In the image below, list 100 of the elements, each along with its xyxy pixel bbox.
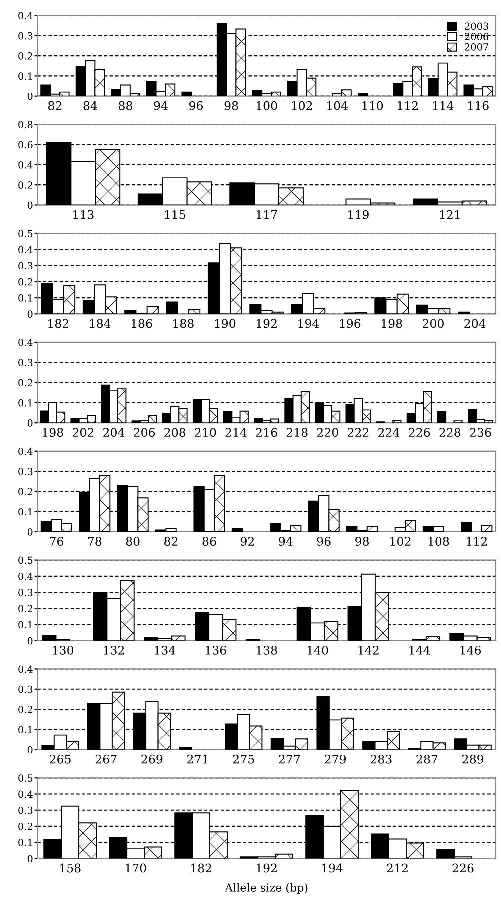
bar bbox=[358, 93, 368, 96]
bar bbox=[437, 412, 447, 424]
bar bbox=[461, 522, 472, 532]
y-tick-label: 0.4 bbox=[18, 790, 33, 798]
y-tick-label: 0 bbox=[28, 528, 33, 536]
x-tick-label: 110 bbox=[362, 101, 384, 110]
y-tick-label: 0.3 bbox=[18, 32, 33, 40]
x-tick-label: 108 bbox=[428, 537, 450, 546]
x-tick-label: 98 bbox=[224, 101, 238, 110]
x-tick-label: 269 bbox=[142, 754, 163, 764]
bar bbox=[392, 420, 402, 424]
y-tick-label: 0.1 bbox=[18, 294, 32, 302]
x-tick-label: 78 bbox=[88, 537, 102, 546]
y-tick-label: 0.3 bbox=[18, 262, 33, 270]
x-tick-label: 198 bbox=[43, 428, 64, 438]
x-tick-label: 204 bbox=[464, 319, 486, 328]
y-tick-label: 0 bbox=[28, 746, 33, 754]
x-tick-label: 279 bbox=[325, 754, 346, 764]
y-tick-label: 0.2 bbox=[18, 488, 32, 496]
x-tick-label: 82 bbox=[48, 101, 62, 110]
x-tick-label: 94 bbox=[279, 537, 293, 546]
legend-label: 2003 bbox=[465, 22, 488, 30]
x-tick-label: 114 bbox=[433, 101, 454, 110]
x-tick-label: 186 bbox=[132, 319, 152, 328]
x-tick-label: 132 bbox=[104, 646, 124, 655]
x-tick-label: 210 bbox=[195, 428, 216, 438]
x-tick-label: 140 bbox=[308, 646, 328, 655]
y-tick-label: 0.6 bbox=[18, 141, 33, 149]
x-tick-label: 216 bbox=[256, 428, 278, 438]
y-tick-label: 0.1 bbox=[18, 839, 32, 846]
x-tick-label: 224 bbox=[378, 428, 400, 437]
x-tick-label: 130 bbox=[53, 646, 74, 655]
x-tick-label: 80 bbox=[126, 537, 140, 546]
x-tick-label: 136 bbox=[206, 646, 226, 655]
y-tick-label: 0.2 bbox=[18, 52, 32, 60]
y-tick-label: 0 bbox=[28, 420, 33, 427]
x-tick-label: 289 bbox=[462, 754, 484, 764]
y-tick-label: 0.1 bbox=[18, 399, 32, 407]
x-tick-label: 236 bbox=[470, 428, 492, 438]
y-tick-label: 0.2 bbox=[18, 706, 32, 714]
x-tick-label: 208 bbox=[164, 428, 186, 438]
x-tick-label: 115 bbox=[165, 210, 186, 220]
x-tick-label: 204 bbox=[104, 428, 125, 438]
x-tick-label: 194 bbox=[298, 319, 320, 328]
y-tick-label: 0.4 bbox=[18, 666, 33, 674]
x-tick-label: 142 bbox=[358, 646, 379, 655]
y-tick-label: 0.1 bbox=[18, 72, 32, 80]
y-tick-label: 0 bbox=[28, 202, 33, 210]
x-tick-label: 192 bbox=[256, 319, 277, 328]
x-tick-label: 222 bbox=[348, 428, 369, 437]
x-tick-label: 192 bbox=[256, 864, 277, 873]
x-tick-label: 121 bbox=[440, 210, 460, 220]
x-tick-label: 265 bbox=[50, 754, 71, 764]
x-tick-label: 117 bbox=[256, 210, 278, 220]
bar bbox=[454, 420, 463, 424]
y-tick-label: 0.2 bbox=[18, 278, 32, 286]
y-tick-label: 0.3 bbox=[18, 806, 33, 814]
y-tick-label: 0.2 bbox=[18, 379, 32, 387]
x-tick-label: 113 bbox=[74, 210, 94, 220]
bar bbox=[166, 302, 178, 314]
x-tick-label: 271 bbox=[188, 754, 208, 764]
x-tick-label: 116 bbox=[468, 101, 489, 110]
x-tick-label: 184 bbox=[90, 319, 111, 328]
y-tick-label: 0.4 bbox=[18, 246, 33, 254]
y-tick-label: 0 bbox=[28, 310, 33, 318]
y-tick-label: 0 bbox=[28, 637, 33, 645]
x-tick-label: 226 bbox=[409, 428, 430, 438]
x-tick-label: 283 bbox=[370, 754, 392, 764]
y-tick-label: 0 bbox=[28, 92, 33, 100]
y-tick-label: 0.1 bbox=[18, 621, 32, 629]
y-tick-label: 0.5 bbox=[18, 556, 33, 564]
x-tick-label: 88 bbox=[119, 101, 132, 110]
x-tick-label: 92 bbox=[240, 537, 254, 546]
x-tick-label: 226 bbox=[452, 864, 474, 873]
y-tick-label: 0.3 bbox=[18, 359, 33, 366]
y-tick-label: 0.1 bbox=[18, 508, 32, 516]
x-tick-label: 86 bbox=[202, 537, 216, 546]
x-tick-label: 198 bbox=[382, 319, 402, 328]
y-tick-label: 0.2 bbox=[18, 605, 32, 612]
x-tick-label: 138 bbox=[256, 646, 278, 655]
y-tick-label: 0.4 bbox=[18, 338, 33, 346]
x-tick-label: 96 bbox=[317, 537, 331, 546]
x-tick-label: 202 bbox=[72, 428, 94, 438]
x-tick-label: 275 bbox=[233, 754, 254, 764]
x-tick-label: 200 bbox=[423, 319, 444, 328]
bar bbox=[182, 92, 192, 96]
y-tick-label: 0.5 bbox=[18, 774, 33, 782]
x-tick-label: 220 bbox=[317, 428, 338, 438]
y-tick-label: 0.8 bbox=[18, 121, 33, 128]
x-tick-label: 194 bbox=[322, 864, 343, 873]
x-tick-label: 98 bbox=[356, 537, 369, 546]
x-tick-label: 96 bbox=[189, 101, 204, 110]
x-tick-label: 102 bbox=[292, 101, 312, 110]
y-tick-label: 0.4 bbox=[18, 572, 33, 580]
x-tick-label: 287 bbox=[416, 754, 438, 764]
x-tick-label: 206 bbox=[134, 428, 156, 438]
x-tick-label: 102 bbox=[390, 537, 411, 546]
bar bbox=[179, 747, 192, 750]
x-tick-label: 144 bbox=[410, 646, 430, 655]
x-tick-label: 277 bbox=[279, 754, 300, 764]
